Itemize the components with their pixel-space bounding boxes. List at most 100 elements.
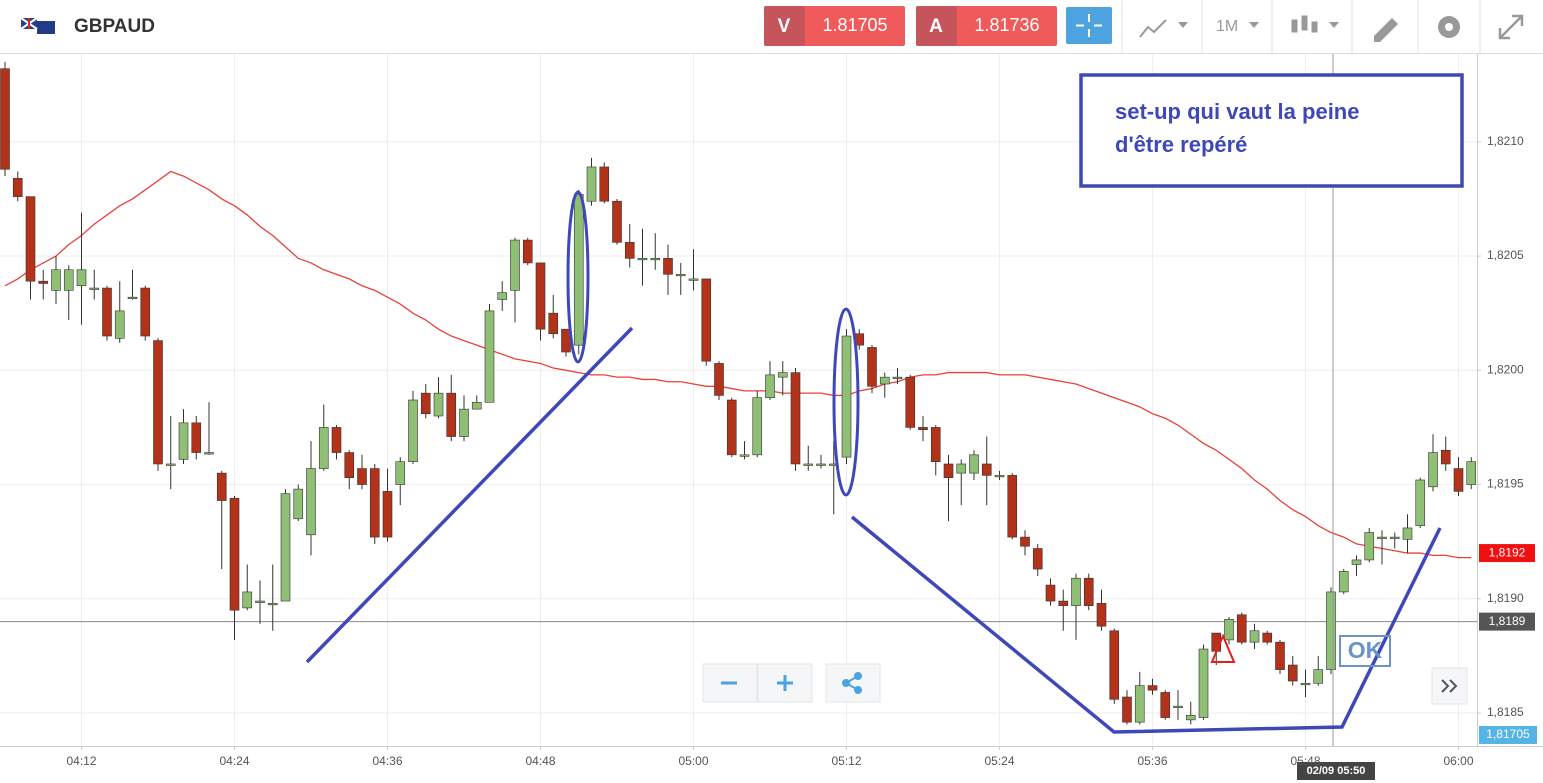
x-tick-label: 04:48 [525, 754, 555, 768]
sell-button[interactable]: V 1.81705 [764, 6, 905, 46]
candle-body [127, 296, 138, 299]
chart-type-button[interactable] [1291, 15, 1339, 33]
candle-body [1440, 449, 1451, 465]
candle-body [165, 463, 176, 466]
candle-body [994, 475, 1005, 478]
candle-body [242, 591, 253, 609]
candle-body [1071, 577, 1081, 606]
candle-body [714, 363, 724, 396]
candle-body [1020, 536, 1030, 547]
crosshair-button[interactable] [1066, 7, 1112, 44]
candle-body [943, 463, 954, 478]
y-tick-label: 1,8205 [1487, 248, 1524, 262]
candle-body [535, 262, 546, 330]
y-tick-label: 1,8190 [1487, 591, 1524, 605]
candle-body [255, 600, 265, 603]
candle-body [1326, 591, 1336, 670]
candle-body [1147, 685, 1158, 691]
timeframe-button[interactable]: 1M [1216, 18, 1259, 35]
candle-body [306, 468, 316, 536]
candle-body [752, 397, 763, 456]
indicator-button[interactable] [1139, 19, 1188, 38]
zoom-in-button[interactable] [757, 663, 813, 703]
bid-tag-label: 1,81705 [1486, 727, 1530, 741]
y-tick-label: 1,8210 [1487, 134, 1524, 148]
candle-body [1453, 468, 1464, 492]
candle-body [905, 376, 916, 428]
candle-body [25, 196, 36, 282]
candle-body [395, 461, 406, 485]
candle-body [1096, 603, 1107, 627]
candle-body [803, 463, 814, 466]
buy-price: 1.81736 [974, 15, 1039, 35]
candle-body [408, 399, 418, 462]
candle-body [191, 422, 202, 453]
settings-button[interactable] [1438, 16, 1460, 38]
candle-body [140, 287, 151, 337]
timeframe: 1M [1216, 18, 1238, 35]
candle-body [701, 278, 712, 362]
candle-body [12, 178, 23, 197]
candle-body [930, 427, 941, 462]
candle-body [1160, 692, 1171, 718]
candle-body [344, 452, 355, 478]
candle-body [816, 463, 826, 466]
candle-body [1287, 664, 1298, 682]
y-tick-label: 1,8200 [1487, 362, 1524, 376]
fullscreen-button[interactable] [1498, 14, 1524, 40]
candle-body [956, 463, 967, 474]
scroll-end-button[interactable] [1431, 667, 1468, 705]
candle-body [777, 372, 788, 378]
flag [20, 17, 55, 34]
candle-body [38, 280, 49, 284]
candle-body [102, 287, 112, 337]
overlay-tag-label: 1,8192 [1489, 545, 1526, 559]
price-line-tag [1479, 612, 1535, 631]
drawing-button[interactable] [1374, 18, 1398, 42]
candle-body [1045, 584, 1056, 602]
x-tick-label: 05:48 [1290, 754, 1320, 768]
candle-body [1389, 536, 1400, 539]
candle-body [382, 491, 393, 538]
candle-body [1122, 696, 1132, 723]
candle-body [637, 258, 648, 261]
crosshair-time-tag: 02/09 05:50 [1297, 762, 1375, 780]
price-line-label: 1,8189 [1489, 614, 1526, 628]
candle-body [178, 422, 189, 460]
x-tick-label: 04:24 [219, 754, 249, 768]
x-tick-label: 06:00 [1443, 754, 1473, 768]
candle-body [726, 399, 737, 456]
ok-box [1339, 635, 1391, 667]
candle-body [663, 258, 673, 275]
candle-body [1377, 536, 1387, 539]
zoom-out-button[interactable] [702, 663, 758, 703]
overlay-tag [1479, 544, 1535, 563]
x-tick-label: 05:00 [678, 754, 708, 768]
candle-body [1109, 630, 1120, 700]
sell-label: V [778, 16, 791, 37]
candle-body [51, 269, 61, 291]
candle-body [471, 401, 482, 410]
candle-body [433, 392, 444, 417]
candle-body [153, 340, 163, 465]
bid-tag: 1,81705 [1479, 726, 1537, 744]
candle-body [1224, 619, 1234, 641]
candle-body [114, 310, 125, 339]
crosshair-time: 02/09 05:50 [1307, 765, 1366, 777]
symbol: GBPAUD [74, 16, 155, 37]
buy-label: A [929, 16, 943, 37]
share-button[interactable] [825, 663, 881, 703]
candle-body [1364, 532, 1375, 561]
candle-body [497, 292, 508, 300]
toolbar-separators [1121, 0, 1481, 53]
candle-body [76, 269, 87, 287]
buy-button[interactable]: A 1.81736 [916, 6, 1057, 46]
candle-body [612, 200, 622, 243]
annotation-text: d'être repéré [1115, 132, 1247, 157]
x-tick-label: 04:12 [66, 754, 96, 768]
candle-body [318, 427, 329, 469]
warning-triangle [1210, 633, 1236, 663]
candle-body [548, 312, 559, 335]
candle-body [688, 278, 699, 281]
